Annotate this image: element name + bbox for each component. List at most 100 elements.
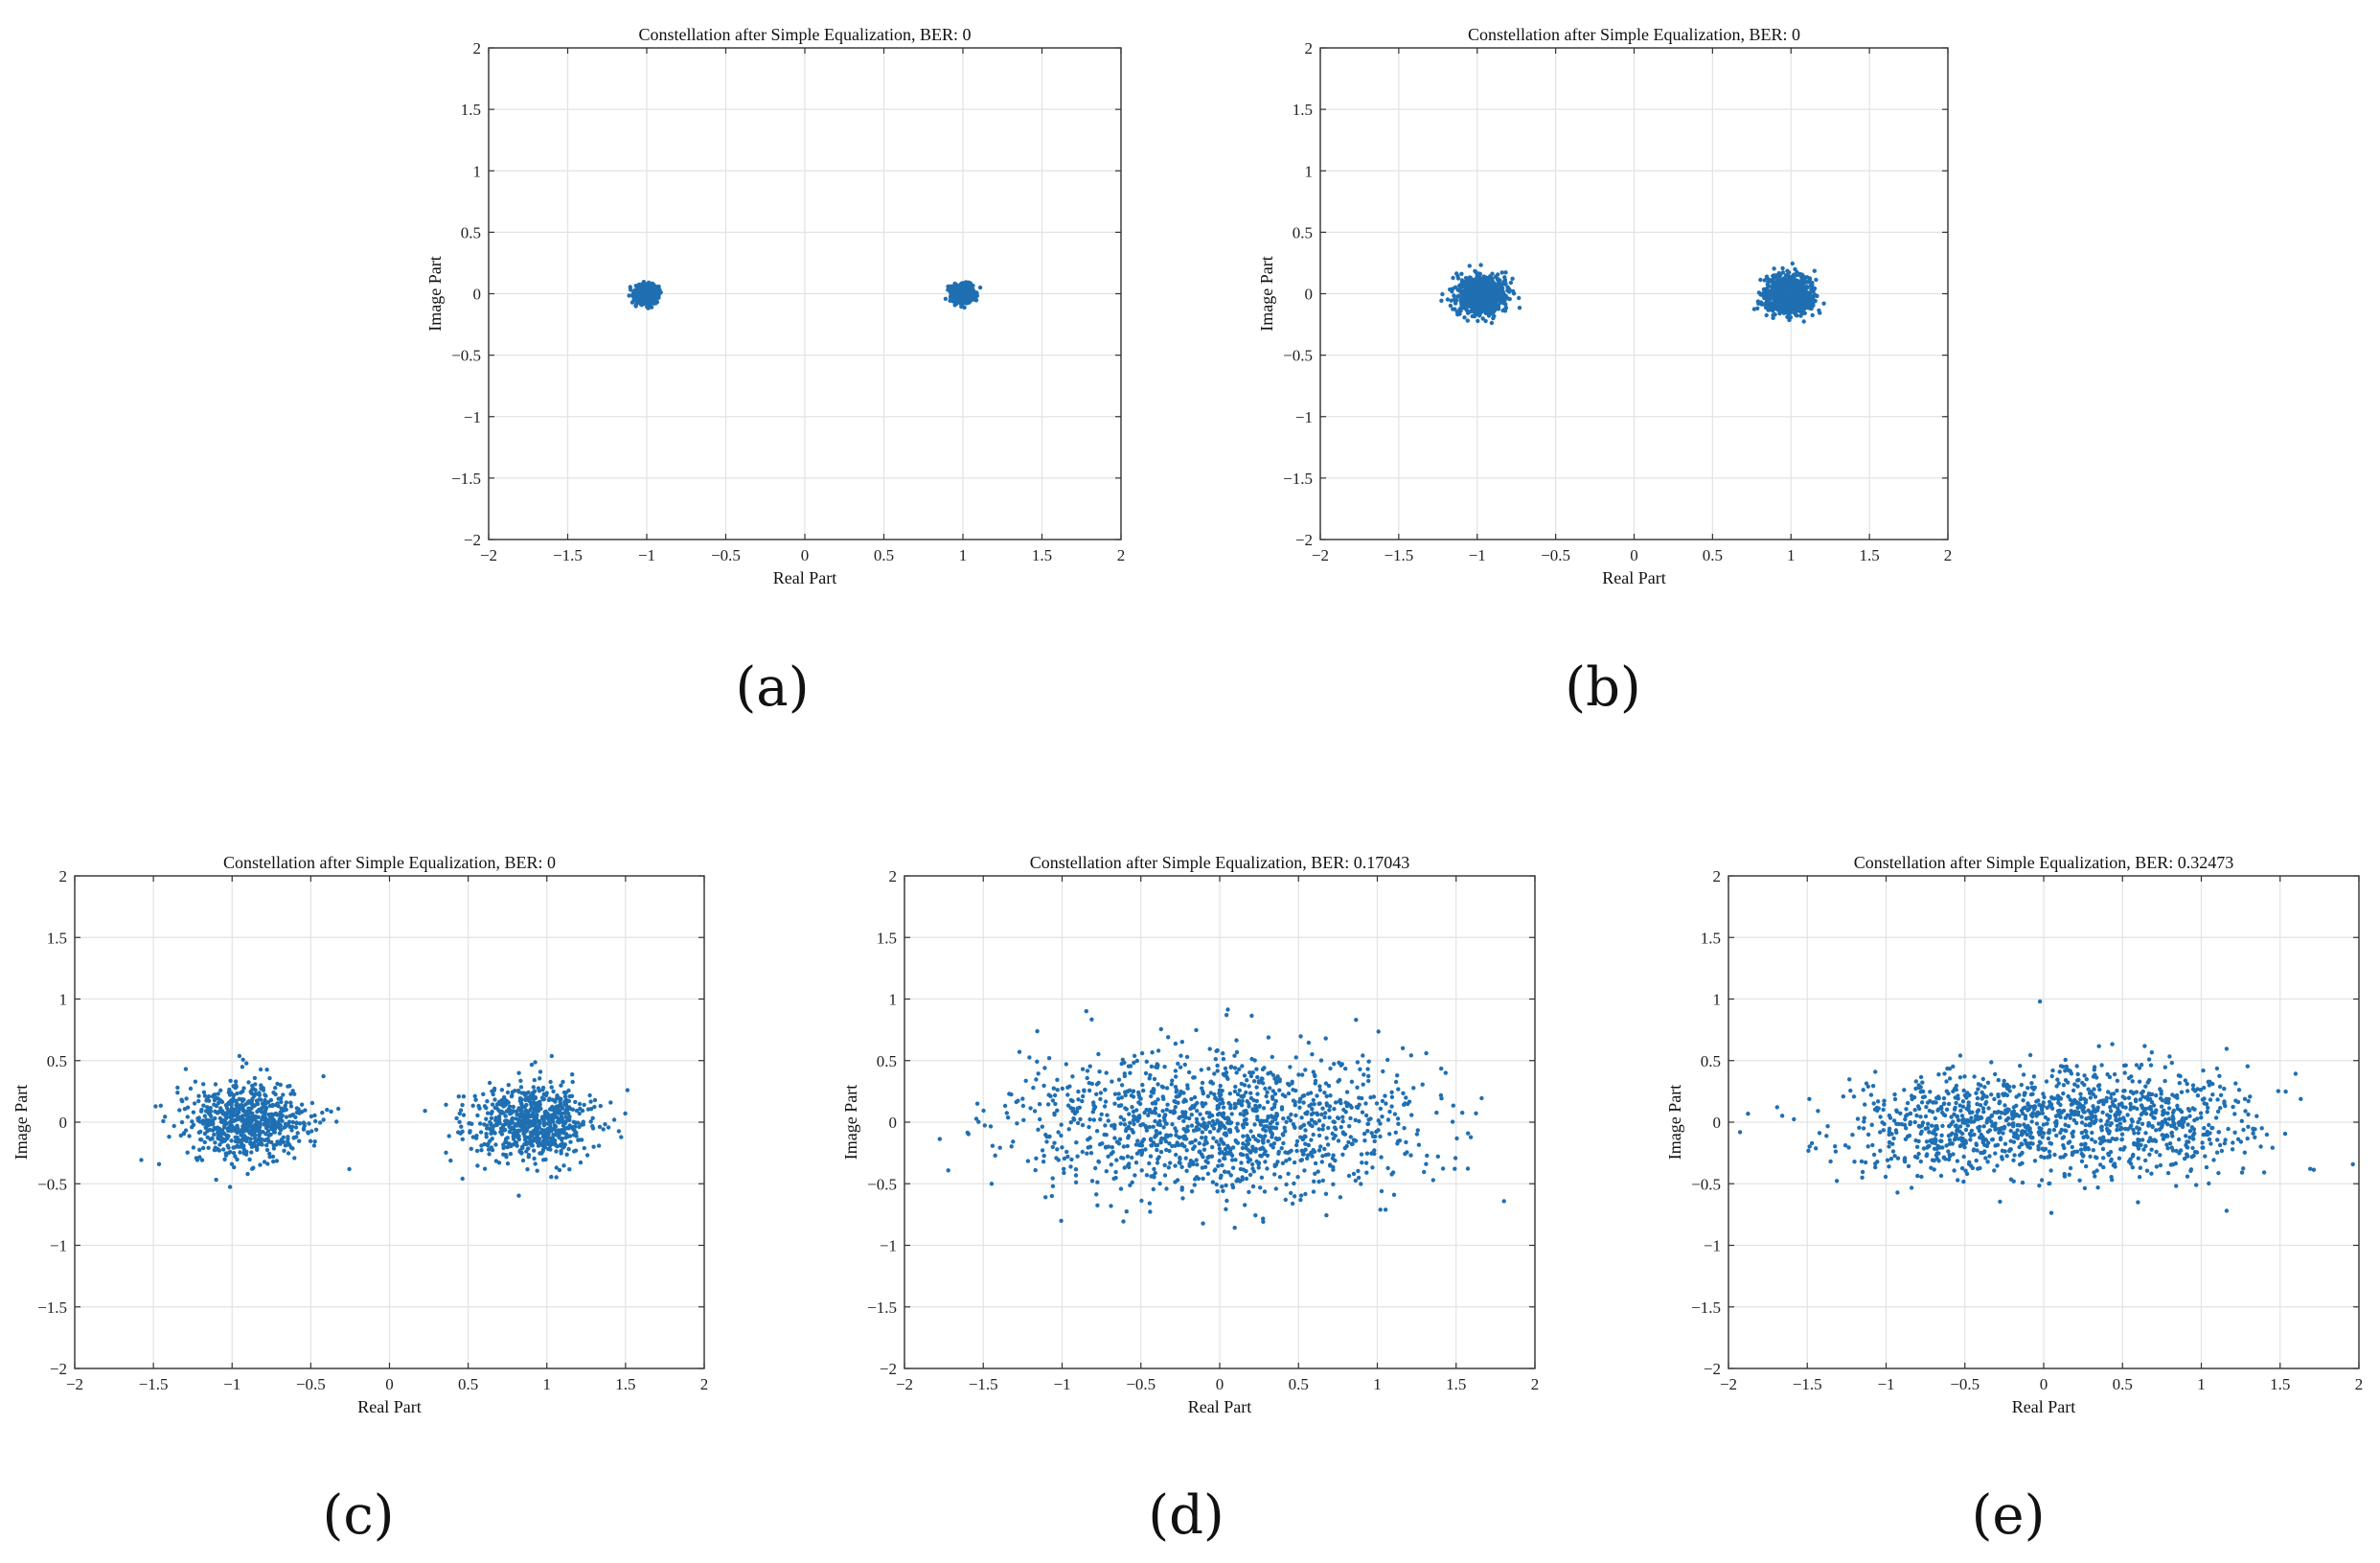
scatter-series bbox=[139, 1054, 629, 1198]
scatter-point bbox=[525, 1092, 529, 1095]
scatter-point bbox=[1510, 277, 1514, 281]
scatter-point bbox=[586, 1107, 590, 1111]
scatter-point bbox=[461, 1177, 465, 1181]
scatter-point bbox=[531, 1114, 535, 1117]
scatter-point bbox=[318, 1120, 322, 1124]
scatter-point bbox=[468, 1131, 471, 1135]
scatter-point bbox=[263, 1098, 266, 1102]
scatter-point bbox=[1486, 302, 1490, 306]
scatter-point bbox=[629, 285, 632, 288]
scatter-point bbox=[581, 1109, 584, 1113]
scatter-point bbox=[1769, 303, 1773, 307]
scatter-point bbox=[210, 1118, 214, 1122]
scatter-point bbox=[1496, 272, 1499, 276]
scatter-point bbox=[287, 1120, 291, 1124]
scatter-point bbox=[1778, 303, 1782, 307]
scatter-point bbox=[487, 1152, 491, 1156]
scatter-point bbox=[199, 1110, 203, 1114]
scatter-point bbox=[206, 1136, 210, 1139]
y-tick-label: −1.5 bbox=[1283, 470, 1313, 488]
scatter-point bbox=[561, 1163, 565, 1167]
scatter-point bbox=[172, 1124, 176, 1128]
x-tick-label: −1.5 bbox=[139, 1375, 169, 1393]
scatter-point bbox=[189, 1087, 193, 1091]
scatter-point bbox=[631, 290, 635, 294]
scatter-point bbox=[213, 1126, 217, 1130]
scatter-point bbox=[1787, 297, 1791, 301]
scatter-point bbox=[1490, 277, 1494, 281]
scatter-point bbox=[312, 1143, 316, 1147]
scatter-point bbox=[250, 1132, 254, 1136]
scatter-point bbox=[347, 1167, 351, 1171]
scatter-point bbox=[309, 1139, 312, 1143]
scatter-point bbox=[961, 285, 965, 288]
scatter-point bbox=[190, 1125, 194, 1129]
scatter-point bbox=[212, 1093, 216, 1097]
scatter-point bbox=[201, 1146, 205, 1150]
scatter-point bbox=[460, 1103, 464, 1107]
scatter-point bbox=[566, 1089, 570, 1092]
y-tick-label: −0.5 bbox=[451, 347, 481, 365]
scatter-point bbox=[507, 1083, 511, 1087]
scatter-point bbox=[224, 1154, 228, 1158]
scatter-point bbox=[307, 1121, 310, 1125]
scatter-point bbox=[232, 1165, 236, 1169]
scatter-point bbox=[246, 1080, 250, 1084]
scatter-point bbox=[233, 1155, 237, 1159]
scatter-point bbox=[502, 1095, 506, 1099]
scatter-point bbox=[1807, 300, 1811, 304]
scatter-point bbox=[526, 1147, 530, 1151]
scatter-point bbox=[574, 1149, 578, 1153]
scatter-point bbox=[219, 1119, 223, 1123]
scatter-point bbox=[229, 1138, 233, 1142]
scatter-point bbox=[485, 1135, 489, 1138]
scatter-point bbox=[281, 1092, 285, 1096]
scatter-point bbox=[259, 1068, 263, 1071]
scatter-point bbox=[236, 1117, 240, 1121]
scatter-point bbox=[175, 1086, 179, 1090]
scatter-point bbox=[206, 1109, 210, 1113]
scatter-point bbox=[213, 1098, 217, 1102]
scatter-point bbox=[551, 1090, 555, 1093]
scatter-point bbox=[240, 1090, 244, 1093]
scatter-point bbox=[1821, 302, 1825, 306]
x-tick-label: 0 bbox=[1630, 546, 1638, 564]
scatter-point bbox=[1771, 313, 1774, 317]
scatter-point bbox=[577, 1125, 581, 1129]
scatter-point bbox=[334, 1119, 338, 1123]
scatter-point bbox=[218, 1089, 222, 1092]
scatter-point bbox=[517, 1090, 521, 1093]
scatter-point bbox=[459, 1108, 463, 1112]
scatter-point bbox=[193, 1101, 196, 1105]
scatter-point bbox=[1792, 276, 1796, 280]
scatter-point bbox=[532, 1085, 536, 1089]
scatter-point bbox=[264, 1068, 268, 1071]
x-tick-label: −1 bbox=[223, 1375, 240, 1393]
scatter-point bbox=[322, 1117, 326, 1121]
scatter-point bbox=[473, 1098, 477, 1102]
scatter-point bbox=[262, 1122, 265, 1126]
y-tick-label: −2 bbox=[1295, 531, 1313, 549]
scatter-point bbox=[627, 293, 630, 297]
scatter-point bbox=[1490, 321, 1494, 325]
scatter-point bbox=[567, 1105, 571, 1109]
x-tick-label: 1.5 bbox=[1032, 546, 1052, 564]
scatter-point bbox=[254, 1115, 258, 1118]
scatter-point bbox=[653, 293, 657, 297]
scatter-point bbox=[1459, 283, 1463, 287]
scatter-point bbox=[217, 1101, 220, 1105]
scatter-point bbox=[235, 1092, 239, 1095]
scatter-point bbox=[1791, 262, 1795, 265]
scatter-point bbox=[199, 1138, 203, 1141]
scatter-point bbox=[263, 1138, 266, 1142]
scatter-point bbox=[539, 1151, 543, 1155]
scatter-point bbox=[555, 1175, 559, 1179]
scatter-point bbox=[523, 1122, 527, 1126]
scatter-point bbox=[598, 1125, 602, 1129]
scatter-point bbox=[1491, 316, 1495, 320]
scatter-point bbox=[444, 1151, 447, 1155]
scatter-point bbox=[488, 1081, 492, 1085]
scatter-point bbox=[1757, 290, 1761, 294]
scatter-point bbox=[1784, 287, 1788, 290]
scatter-point bbox=[516, 1194, 520, 1198]
